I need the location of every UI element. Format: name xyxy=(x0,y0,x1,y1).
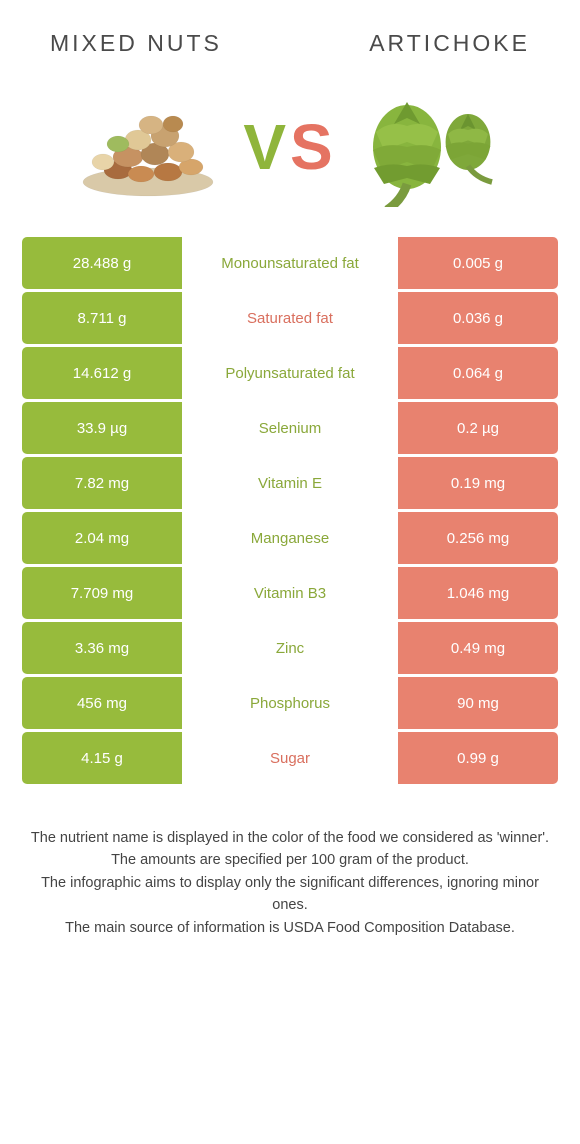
vs-v: V xyxy=(243,111,290,183)
table-row: 7.709 mgVitamin B31.046 mg xyxy=(22,567,558,619)
right-value-cell: 0.2 µg xyxy=(398,402,558,454)
nutrient-label-cell: Selenium xyxy=(182,402,398,454)
left-food-title: MIXED NUTS xyxy=(50,30,222,57)
footer-line: The main source of information is USDA F… xyxy=(28,917,552,939)
left-value-cell: 14.612 g xyxy=(22,347,182,399)
left-value-cell: 28.488 g xyxy=(22,237,182,289)
left-value-cell: 7.709 mg xyxy=(22,567,182,619)
left-value-cell: 3.36 mg xyxy=(22,622,182,674)
table-row: 33.9 µgSelenium0.2 µg xyxy=(22,402,558,454)
table-row: 7.82 mgVitamin E0.19 mg xyxy=(22,457,558,509)
table-row: 14.612 gPolyunsaturated fat0.064 g xyxy=(22,347,558,399)
left-value-cell: 7.82 mg xyxy=(22,457,182,509)
right-food-title: ARTICHOKE xyxy=(369,30,530,57)
nutrient-label-cell: Vitamin E xyxy=(182,457,398,509)
mixed-nuts-image xyxy=(73,87,223,207)
right-value-cell: 90 mg xyxy=(398,677,558,729)
table-row: 28.488 gMonounsaturated fat0.005 g xyxy=(22,237,558,289)
nutrient-label-cell: Monounsaturated fat xyxy=(182,237,398,289)
nutrient-label-cell: Manganese xyxy=(182,512,398,564)
right-value-cell: 0.036 g xyxy=(398,292,558,344)
nutrient-label-cell: Phosphorus xyxy=(182,677,398,729)
left-value-cell: 8.711 g xyxy=(22,292,182,344)
left-value-cell: 33.9 µg xyxy=(22,402,182,454)
footer-line: The nutrient name is displayed in the co… xyxy=(28,827,552,849)
left-value-cell: 2.04 mg xyxy=(22,512,182,564)
table-row: 456 mgPhosphorus90 mg xyxy=(22,677,558,729)
artichoke-image xyxy=(357,87,507,207)
table-row: 3.36 mgZinc0.49 mg xyxy=(22,622,558,674)
nutrient-label-cell: Vitamin B3 xyxy=(182,567,398,619)
left-value-cell: 456 mg xyxy=(22,677,182,729)
table-row: 8.711 gSaturated fat0.036 g xyxy=(22,292,558,344)
right-value-cell: 0.064 g xyxy=(398,347,558,399)
table-row: 4.15 gSugar0.99 g xyxy=(22,732,558,784)
hero-row: VS xyxy=(0,67,580,237)
nutrient-label-cell: Sugar xyxy=(182,732,398,784)
header: MIXED NUTS ARTICHOKE xyxy=(0,0,580,67)
footer-line: The infographic aims to display only the… xyxy=(28,872,552,917)
comparison-table: 28.488 gMonounsaturated fat0.005 g8.711 … xyxy=(0,237,580,784)
left-value-cell: 4.15 g xyxy=(22,732,182,784)
table-row: 2.04 mgManganese0.256 mg xyxy=(22,512,558,564)
vs-s: S xyxy=(290,111,337,183)
right-value-cell: 1.046 mg xyxy=(398,567,558,619)
footer-line: The amounts are specified per 100 gram o… xyxy=(28,849,552,871)
right-value-cell: 0.19 mg xyxy=(398,457,558,509)
nutrient-label-cell: Zinc xyxy=(182,622,398,674)
footer-notes: The nutrient name is displayed in the co… xyxy=(0,787,580,939)
right-value-cell: 0.256 mg xyxy=(398,512,558,564)
vs-label: VS xyxy=(243,110,336,184)
nutrient-label-cell: Saturated fat xyxy=(182,292,398,344)
right-value-cell: 0.005 g xyxy=(398,237,558,289)
right-value-cell: 0.49 mg xyxy=(398,622,558,674)
right-value-cell: 0.99 g xyxy=(398,732,558,784)
nutrient-label-cell: Polyunsaturated fat xyxy=(182,347,398,399)
